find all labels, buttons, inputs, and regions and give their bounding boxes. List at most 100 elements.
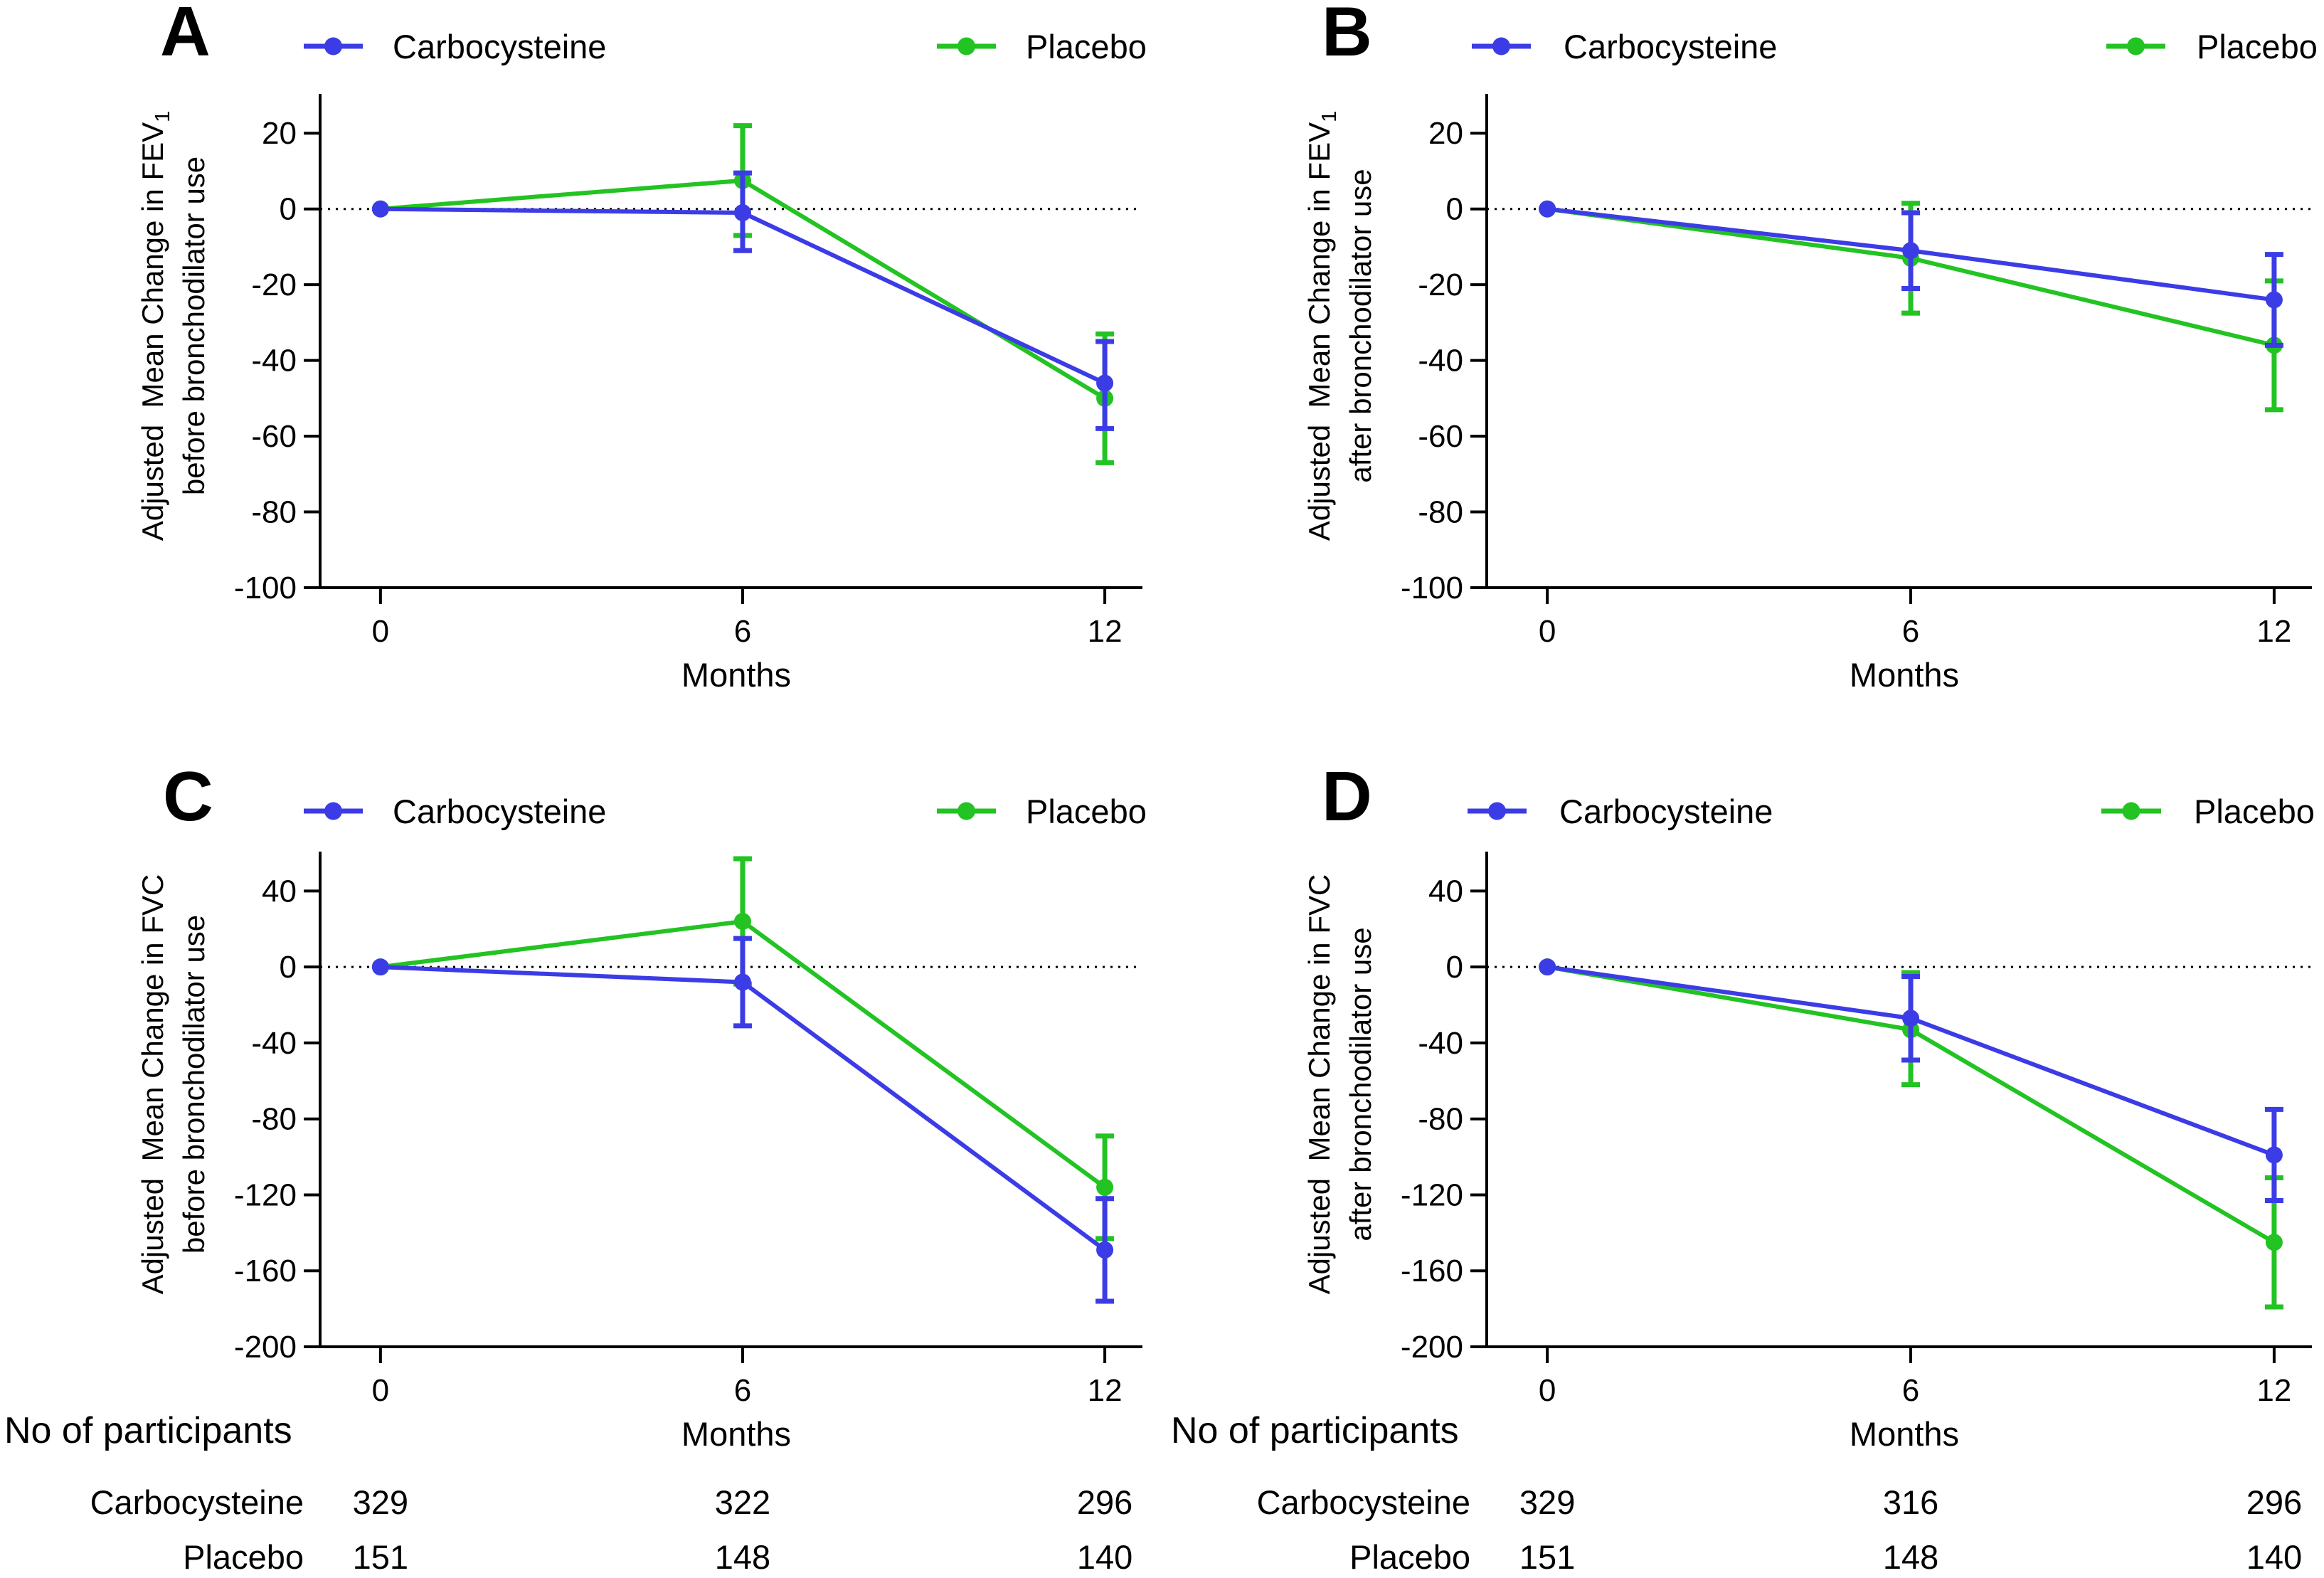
x-axis-title: Months — [681, 1415, 791, 1453]
participants-count: 140 — [2246, 1538, 2302, 1576]
participants-count: 322 — [715, 1483, 770, 1521]
x-tick-label: 0 — [372, 614, 389, 649]
legend-item-placebo: Placebo — [937, 28, 1147, 65]
y-axis-title-line2: after bronchodilator use — [1344, 169, 1377, 482]
y-axis-title-subscript: 1 — [1318, 111, 1341, 122]
x-tick-label: 0 — [1539, 1373, 1556, 1408]
y-tick-label: -160 — [1401, 1254, 1463, 1288]
data-point — [733, 973, 751, 991]
x-axis-title: Months — [1850, 656, 1959, 694]
legend-label: Carbocysteine — [393, 28, 606, 65]
panel-c: C Carbocysteine Placebo 40 0 -40 -80 -120 -160 -2… — [4, 757, 1147, 1576]
participants-count: 140 — [1077, 1538, 1132, 1576]
legend-label: Carbocysteine — [1559, 793, 1773, 830]
x-tick-label: 6 — [1902, 1373, 1919, 1408]
y-tick-label: -160 — [234, 1254, 297, 1288]
y-tick-label: -200 — [234, 1330, 297, 1365]
y-tick-label: -80 — [251, 1102, 297, 1137]
participants-count: 296 — [2246, 1483, 2302, 1521]
legend-label: Placebo — [2194, 793, 2315, 830]
x-tick-label: 12 — [1088, 1373, 1123, 1408]
participants-count: 296 — [1077, 1483, 1132, 1521]
y-axis-title-line2: after bronchodilator use — [1344, 927, 1377, 1241]
data-point — [371, 200, 389, 218]
x-axis-title: Months — [681, 656, 791, 694]
panel-a: A Carbocysteine Placebo 20 0 -20 -40 -60 -80 -100… — [136, 0, 1147, 694]
data-point — [1539, 958, 1556, 976]
participants-count: 148 — [1883, 1538, 1938, 1576]
legend-label: Carbocysteine — [1564, 28, 1777, 65]
y-tick-label: -200 — [1401, 1330, 1463, 1365]
legend-item-carbocysteine: Carbocysteine — [304, 28, 606, 65]
y-tick-label: -20 — [1418, 268, 1463, 302]
participants-row-label: Carbocysteine — [1257, 1483, 1470, 1521]
y-tick-label: 20 — [262, 116, 297, 151]
y-tick-label: -40 — [251, 344, 297, 378]
participants-count: 316 — [1883, 1483, 1938, 1521]
y-axis-title-subscript: 1 — [152, 111, 174, 122]
participants-count: 148 — [715, 1538, 770, 1576]
y-tick-label: -40 — [1418, 1026, 1463, 1061]
y-axis-title-text: Adjusted Mean Change in FEV — [1302, 122, 1336, 541]
y-tick-label: -40 — [251, 1026, 297, 1061]
y-tick-label: 0 — [280, 192, 297, 227]
participants-table: No of participants Carbocysteine 329 322 296… — [4, 1410, 1132, 1576]
legend-item-placebo: Placebo — [2101, 793, 2315, 830]
y-tick-label: -60 — [1418, 419, 1463, 454]
y-axis-title-text: Adjusted Mean Change in FVC — [1302, 874, 1336, 1295]
data-point — [1902, 1010, 1920, 1027]
legend-label: Carbocysteine — [393, 793, 606, 830]
x-tick-label: 6 — [734, 1373, 751, 1408]
participants-row-label: Placebo — [1349, 1538, 1470, 1576]
data-point — [2265, 1234, 2283, 1251]
x-tick-label: 12 — [1088, 614, 1123, 649]
y-tick-label: -20 — [251, 268, 297, 302]
participants-count: 151 — [1519, 1538, 1575, 1576]
y-tick-label: 0 — [280, 950, 297, 985]
legend-label: Placebo — [1026, 28, 1147, 65]
y-axis-title-line1: Adjusted Mean Change in FEV1 — [136, 111, 174, 541]
y-tick-label: -80 — [1418, 1102, 1463, 1137]
x-tick-label: 6 — [734, 614, 751, 649]
legend-marker — [1492, 37, 1510, 55]
y-tick-label: 40 — [1428, 874, 1463, 909]
y-tick-label: 20 — [1428, 116, 1463, 151]
participants-row-label: Placebo — [183, 1538, 304, 1576]
legend-item-placebo: Placebo — [937, 793, 1147, 830]
x-tick-label: 6 — [1902, 614, 1919, 649]
legend-label: Placebo — [1026, 793, 1147, 830]
y-axis-title-line2: before bronchodilator use — [177, 915, 211, 1254]
legend-item-carbocysteine: Carbocysteine — [304, 793, 606, 830]
y-tick-label: -60 — [251, 419, 297, 454]
participants-count: 329 — [353, 1483, 408, 1521]
legend-marker — [957, 37, 975, 55]
y-tick-label: -80 — [251, 495, 297, 530]
legend-marker — [2122, 802, 2140, 820]
panel-label: B — [1322, 0, 1372, 70]
x-axis-title: Months — [1850, 1415, 1959, 1453]
participants-heading: No of participants — [4, 1410, 292, 1451]
legend-item-carbocysteine: Carbocysteine — [1468, 793, 1773, 830]
legend-marker — [1488, 802, 1506, 820]
data-point — [371, 958, 389, 976]
legend-label: Placebo — [2197, 28, 2318, 65]
series-carbocysteine — [1539, 958, 2283, 1203]
y-tick-label: 0 — [1446, 950, 1463, 985]
panel-label: C — [163, 757, 213, 835]
series-carbocysteine — [371, 936, 1115, 1304]
data-point — [1096, 374, 1114, 392]
data-point — [733, 204, 751, 222]
data-point — [1096, 1178, 1114, 1196]
legend-item-carbocysteine: Carbocysteine — [1472, 28, 1777, 65]
participants-count: 151 — [353, 1538, 408, 1576]
participants-heading: No of participants — [1171, 1410, 1459, 1451]
participants-table: No of participants Carbocysteine 329 316 296… — [1171, 1410, 2302, 1576]
y-axis-title-line1: Adjusted Mean Change in FVC — [1302, 874, 1336, 1295]
legend-item-placebo: Placebo — [2106, 28, 2318, 65]
panel-label: A — [160, 0, 211, 70]
y-axis-title-line1: Adjusted Mean Change in FVC — [136, 874, 169, 1295]
series-carbocysteine — [1539, 200, 2283, 348]
legend-marker — [324, 802, 342, 820]
